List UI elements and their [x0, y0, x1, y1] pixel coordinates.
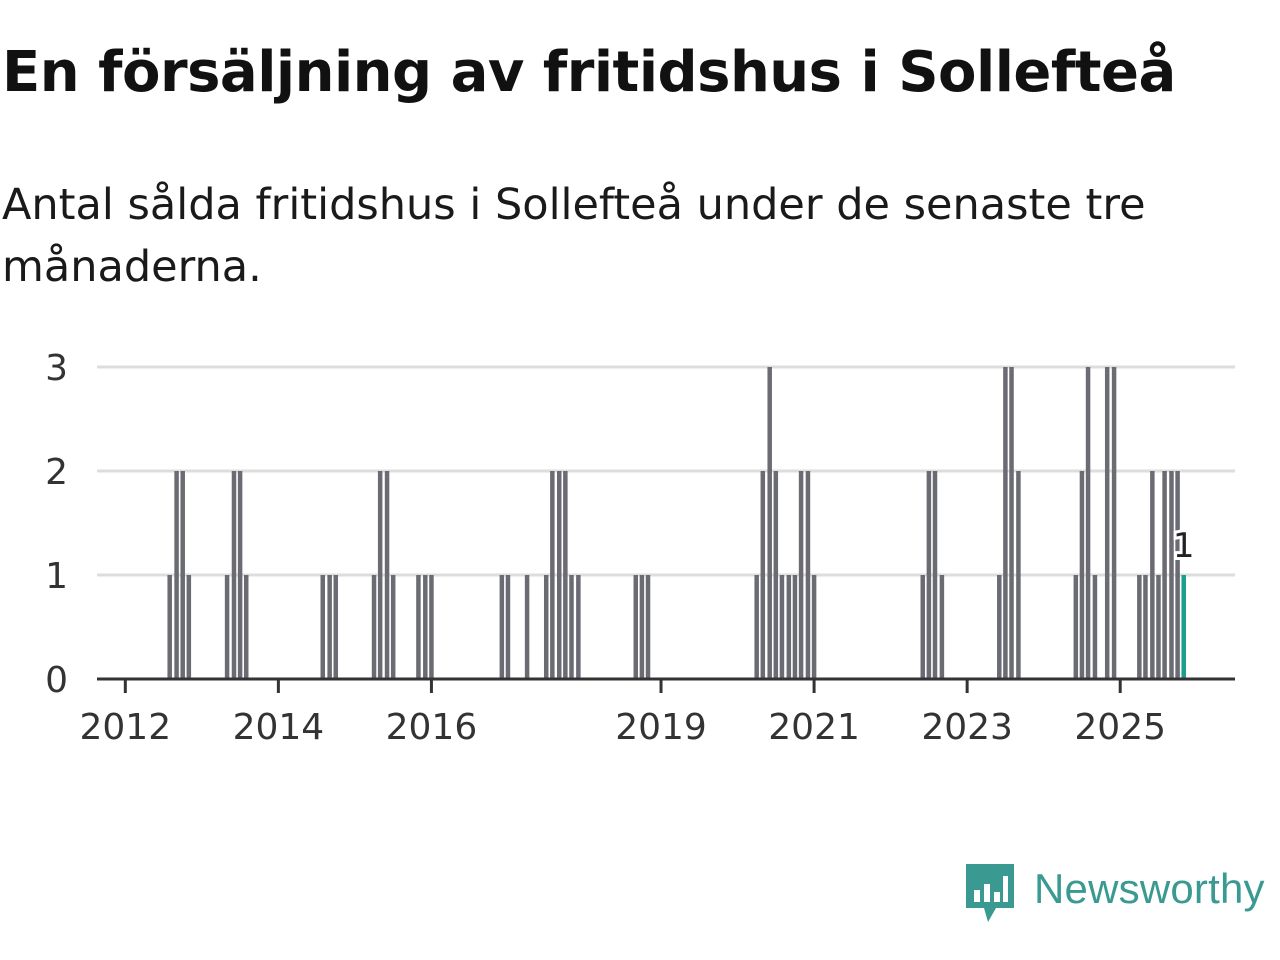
bar [1085, 367, 1091, 679]
bar [186, 575, 192, 679]
bar [243, 575, 249, 679]
bar [167, 575, 172, 679]
bar [939, 575, 945, 679]
bar [384, 471, 390, 679]
bar [320, 575, 326, 679]
brand-name: Newsworthy [1034, 865, 1265, 912]
bar [499, 575, 505, 679]
x-tick-label: 2019 [615, 707, 707, 748]
bar [1143, 575, 1148, 679]
bar [556, 471, 562, 679]
bar [237, 471, 243, 679]
bar [798, 471, 804, 679]
bar [180, 471, 185, 679]
bar [1073, 575, 1079, 679]
y-tick-label: 3 [45, 348, 68, 389]
bar [224, 575, 230, 679]
bar [805, 471, 811, 679]
bar [231, 471, 237, 679]
bar [505, 575, 511, 679]
bar [416, 575, 421, 679]
bar [524, 575, 530, 679]
bar [1016, 471, 1021, 679]
x-tick-label: 2014 [233, 707, 325, 748]
x-tick-label: 2012 [80, 707, 172, 748]
bar [1169, 471, 1174, 679]
gridlines [97, 365, 1235, 577]
bar [429, 575, 434, 679]
bar [569, 575, 574, 679]
bar [773, 471, 779, 679]
bar-highlight [1181, 575, 1186, 679]
bar [1092, 575, 1098, 679]
bar [423, 575, 428, 679]
x-tick-label: 2021 [768, 707, 860, 748]
bar [327, 575, 332, 679]
bars [167, 367, 1186, 679]
x-tick-label: 2023 [921, 707, 1013, 748]
bar [1137, 575, 1142, 679]
bar [1104, 367, 1110, 679]
bar [1009, 367, 1014, 679]
bar [1175, 471, 1180, 679]
newsworthy-logo-icon [966, 864, 1014, 922]
bar [550, 471, 555, 679]
bar [1079, 471, 1085, 679]
x-tick-label: 2016 [386, 707, 478, 748]
labels: 0 1 2 3 1 2012 2014 2016 2019 2021 2023 2025 [45, 348, 1197, 748]
bar [377, 471, 383, 679]
chart-subtitle: Antal sålda fritidshus i Sollefteå under… [2, 180, 1146, 292]
bar [390, 575, 396, 679]
bar [754, 575, 759, 679]
bar [1003, 367, 1008, 679]
bar [174, 471, 179, 679]
x-tick-label: 2025 [1074, 707, 1166, 748]
bar [920, 575, 926, 679]
bar [1150, 471, 1155, 679]
bar [543, 575, 549, 679]
bar [926, 471, 932, 679]
bar [932, 471, 938, 679]
y-tick-label: 2 [45, 452, 68, 493]
highlight-value-label: 1 [1173, 526, 1195, 566]
newsworthy-brand[interactable]: Newsworthy [964, 862, 1265, 928]
bar [811, 575, 817, 679]
y-tick-label: 0 [45, 660, 68, 701]
bar [779, 575, 785, 679]
bar [1156, 575, 1161, 679]
bar [639, 575, 645, 679]
bar [786, 575, 792, 679]
y-tick-label: 1 [45, 556, 68, 597]
bar [760, 471, 766, 679]
bar [767, 367, 772, 679]
chart-title: En försäljning av fritidshus i Sollefteå [2, 40, 1176, 105]
bar [792, 575, 798, 679]
bar [371, 575, 377, 679]
bar [576, 575, 581, 679]
bar [645, 575, 651, 679]
bar [997, 575, 1002, 679]
bar-chart: 0 1 2 3 1 2012 2014 2016 2019 2021 2023 2025 [45, 348, 1235, 748]
axes [97, 677, 1235, 693]
bar [333, 575, 339, 679]
bar [563, 471, 568, 679]
bar [1111, 367, 1117, 679]
bar [1162, 471, 1167, 679]
bar [633, 575, 639, 679]
